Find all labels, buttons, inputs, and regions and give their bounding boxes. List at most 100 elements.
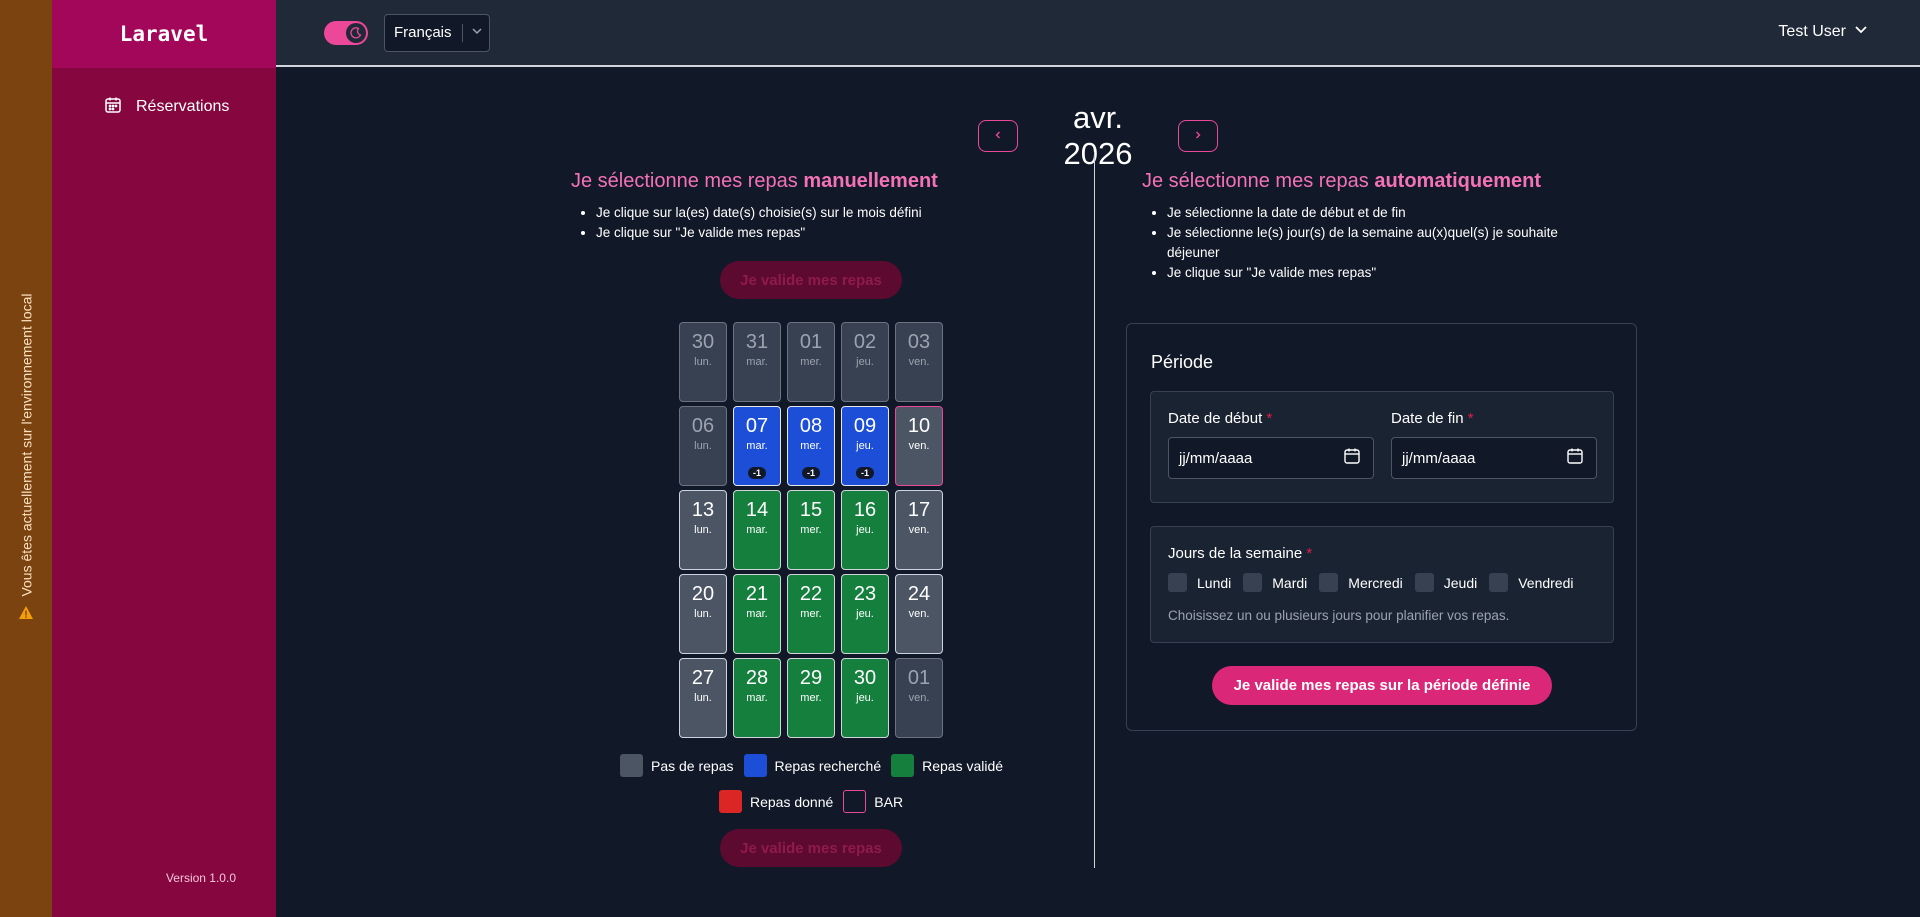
day-number: 03 xyxy=(907,331,931,353)
calendar-day[interactable]: 21 mar. xyxy=(733,574,781,654)
calendar-day[interactable]: 20 lun. xyxy=(679,574,727,654)
day-number: 21 xyxy=(745,583,769,605)
validate-period-button[interactable]: Je valide mes repas sur la période défin… xyxy=(1212,666,1552,705)
day-number: 29 xyxy=(799,667,823,689)
calendar-day[interactable]: 14 mar. xyxy=(733,490,781,570)
legend-swatch-given xyxy=(719,790,742,813)
environment-banner-label: Vous êtes actuellement sur l'environneme… xyxy=(18,293,34,597)
sidebar-item-label: Réservations xyxy=(136,98,230,115)
legend-swatch-none xyxy=(620,754,643,777)
day-number: 22 xyxy=(799,583,823,605)
calendar-day[interactable]: 30 jeu. xyxy=(841,658,889,738)
sidebar-item-reservations[interactable]: Réservations xyxy=(104,92,276,122)
manual-step: Je clique sur "Je valide mes repas" xyxy=(596,223,922,243)
day-of-week: jeu. xyxy=(856,356,874,368)
calendar-day[interactable]: 13 lun. xyxy=(679,490,727,570)
day-number: 10 xyxy=(907,415,931,437)
calendar-day[interactable]: 15 mer. xyxy=(787,490,835,570)
calendar-day[interactable]: 16 jeu. xyxy=(841,490,889,570)
legend-item-given: Repas donné xyxy=(719,790,833,813)
calendar-day[interactable]: 01 ven. xyxy=(895,658,943,738)
calendar-day[interactable]: 17 ven. xyxy=(895,490,943,570)
checkbox[interactable] xyxy=(1168,573,1187,592)
manual-steps: Je clique sur la(es) date(s) choisie(s) … xyxy=(572,203,922,243)
start-date-input[interactable]: jj/mm/aaaa xyxy=(1168,437,1374,479)
calendar-day[interactable]: 31 mar. xyxy=(733,322,781,402)
legend-label: Repas donné xyxy=(750,793,834,810)
previous-month-button[interactable] xyxy=(978,120,1018,152)
calendar-grid: 30 lun. 31 mar. 01 mer. 02 jeu. 03 ven. 06 lun. 07 ma… xyxy=(679,322,943,738)
calendar-day[interactable]: 24 ven. xyxy=(895,574,943,654)
legend-label: Repas recherché xyxy=(774,757,882,774)
day-of-week: mar. xyxy=(746,440,768,452)
auto-step: Je sélectionne la date de début et de fi… xyxy=(1167,203,1603,223)
calendar-day[interactable]: 01 mer. xyxy=(787,322,835,402)
validate-meals-button-top[interactable]: Je valide mes repas xyxy=(720,261,902,299)
end-date-placeholder: jj/mm/aaaa xyxy=(1402,449,1476,467)
checkbox[interactable] xyxy=(1414,573,1434,592)
calendar-day[interactable]: 08 mer. -1 xyxy=(787,406,835,486)
next-month-button[interactable] xyxy=(1178,120,1218,152)
legend-item-none: Pas de repas xyxy=(620,754,734,777)
calendar-icon[interactable] xyxy=(1566,447,1584,469)
calendar-day[interactable]: 09 jeu. -1 xyxy=(841,406,889,486)
weekday-mercredi[interactable]: Mercredi xyxy=(1319,573,1403,592)
manual-title-prefix: Je sélectionne mes repas xyxy=(571,170,804,192)
calendar-day[interactable]: 27 lun. xyxy=(679,658,727,738)
meal-count-badge: -1 xyxy=(855,467,875,479)
legend-item-validated: Repas validé xyxy=(891,754,1003,777)
month-navigation: avr. 2026 xyxy=(978,100,1218,172)
checkbox[interactable] xyxy=(1319,573,1339,592)
user-menu[interactable]: Test User xyxy=(1778,22,1868,41)
topbar: Français Test User xyxy=(276,0,1920,67)
chevron-down-icon xyxy=(1854,22,1868,41)
end-date-input[interactable]: jj/mm/aaaa xyxy=(1391,437,1597,479)
calendar-day[interactable]: 30 lun. xyxy=(679,322,727,402)
weekday-jeudi[interactable]: Jeudi xyxy=(1414,573,1477,592)
end-date-label-text: Date de fin xyxy=(1391,410,1464,427)
weekday-mardi[interactable]: Mardi xyxy=(1243,573,1307,592)
calendar-day[interactable]: 07 mar. -1 xyxy=(733,406,781,486)
day-of-week: jeu. xyxy=(856,524,874,536)
day-of-week: lun. xyxy=(694,356,712,368)
calendar-day[interactable]: 28 mar. xyxy=(733,658,781,738)
day-number: 13 xyxy=(691,499,715,521)
checkbox[interactable] xyxy=(1243,573,1263,592)
legend-swatch-bar xyxy=(843,790,867,813)
day-of-week: mar. xyxy=(746,608,768,620)
language-select[interactable]: Français xyxy=(384,13,490,52)
chevron-down-icon xyxy=(471,24,483,41)
day-of-week: ven. xyxy=(908,440,930,452)
required-marker: * xyxy=(1467,410,1474,427)
calendar-day[interactable]: 22 mer. xyxy=(787,574,835,654)
legend-swatch-searched xyxy=(743,754,767,777)
day-number: 14 xyxy=(745,499,769,521)
weekday-lundi[interactable]: Lundi xyxy=(1168,573,1231,592)
calendar-day[interactable]: 03 ven. xyxy=(895,322,943,402)
language-select-value: Français xyxy=(394,24,452,41)
meal-count-badge: -1 xyxy=(747,467,767,479)
auto-step: Je sélectionne le(s) jour(s) de la semai… xyxy=(1167,223,1603,263)
theme-toggle[interactable] xyxy=(324,20,368,45)
calendar-day[interactable]: 10 ven. xyxy=(895,406,943,486)
day-of-week: mer. xyxy=(800,356,822,368)
required-marker: * xyxy=(1306,545,1313,562)
validate-meals-button-bottom[interactable]: Je valide mes repas xyxy=(720,829,902,867)
period-title: Période xyxy=(1151,352,1214,372)
end-date-label: Date de fin * xyxy=(1391,410,1474,427)
calendar-day[interactable]: 29 mer. xyxy=(787,658,835,738)
day-number: 16 xyxy=(853,499,877,521)
user-name: Test User xyxy=(1778,22,1846,40)
calendar-icon[interactable] xyxy=(1343,447,1361,469)
meal-count-badge: -1 xyxy=(801,467,821,479)
legend-row-1: Pas de repas Repas recherché Repas valid… xyxy=(620,754,1013,777)
brand-logo[interactable]: Laravel xyxy=(52,0,276,68)
calendar-day[interactable]: 06 lun. xyxy=(679,406,727,486)
day-of-week: jeu. xyxy=(856,608,874,620)
weekday-vendredi[interactable]: Vendredi xyxy=(1489,573,1574,592)
calendar-day[interactable]: 23 jeu. xyxy=(841,574,889,654)
legend-label: BAR xyxy=(874,793,904,810)
calendar-day[interactable]: 02 jeu. xyxy=(841,322,889,402)
app-version: Version 1.0.0 xyxy=(165,871,236,885)
checkbox[interactable] xyxy=(1489,573,1509,592)
